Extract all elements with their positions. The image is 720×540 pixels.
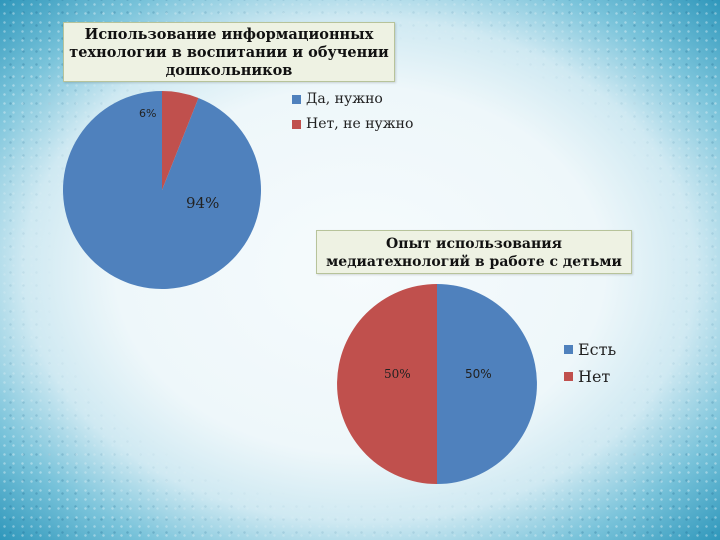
chart2-legend-item: Нет — [564, 367, 610, 386]
chart1-slice-2 — [162, 91, 199, 190]
chart1-legend-label: Да, нужно — [306, 91, 383, 107]
chart2-data-label: 50% — [465, 367, 492, 381]
chart2-pie: 50% 50% — [337, 284, 537, 484]
chart2-legend-swatch-blue — [564, 345, 573, 354]
chart1-pie: 94% 6% — [63, 91, 262, 289]
chart1-slice-1 — [63, 91, 262, 289]
chart1-legend-item: Нет, не нужно — [292, 116, 413, 132]
chart2-title-line: медиатехнологий в работе с детьми — [326, 254, 622, 270]
chart1-title: Использование информационных технологии … — [63, 22, 395, 82]
chart1-legend-swatch-blue — [292, 94, 301, 104]
chart1-title-line: технологии в воспитании и обучении — [69, 44, 389, 61]
chart2-title: Опыт использования медиатехнологий в раб… — [316, 230, 632, 274]
chart2-title-line: Опыт использования — [386, 236, 562, 252]
chart1-title-line: Использование информационных — [84, 26, 374, 43]
chart2-slice-1 — [437, 284, 537, 484]
chart1-legend-label: Нет, не нужно — [306, 116, 414, 132]
chart1-legend-item: Да, нужно — [292, 91, 383, 107]
chart2-data-label: 50% — [384, 367, 411, 381]
chart2-legend-label: Есть — [578, 340, 617, 359]
chart2-slice-2 — [337, 284, 437, 484]
chart1-title-line: дошкольников — [165, 62, 293, 79]
chart1-legend-swatch-red — [292, 119, 301, 129]
chart1-data-label: 94% — [186, 194, 219, 212]
chart2-legend-swatch-red — [564, 372, 573, 381]
chart1-data-label: 6% — [139, 107, 156, 120]
chart2-legend-label: Нет — [578, 367, 611, 386]
chart2-legend-item: Есть — [564, 340, 616, 359]
